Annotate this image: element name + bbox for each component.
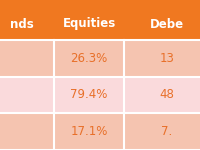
Text: Debe: Debe (150, 18, 184, 30)
Text: 7.: 7. (161, 125, 173, 138)
Text: Equities: Equities (62, 18, 116, 30)
Bar (0, 76, 200, 113)
Text: 79.4%: 79.4% (70, 88, 108, 101)
Bar (0, 40, 200, 76)
Bar (0, 40, 200, 150)
Text: 26.3%: 26.3% (70, 52, 108, 65)
Text: 48: 48 (160, 88, 174, 101)
Bar (0, 113, 200, 150)
Text: 17.1%: 17.1% (70, 125, 108, 138)
Text: 13: 13 (160, 52, 174, 65)
Text: nds: nds (10, 18, 34, 30)
